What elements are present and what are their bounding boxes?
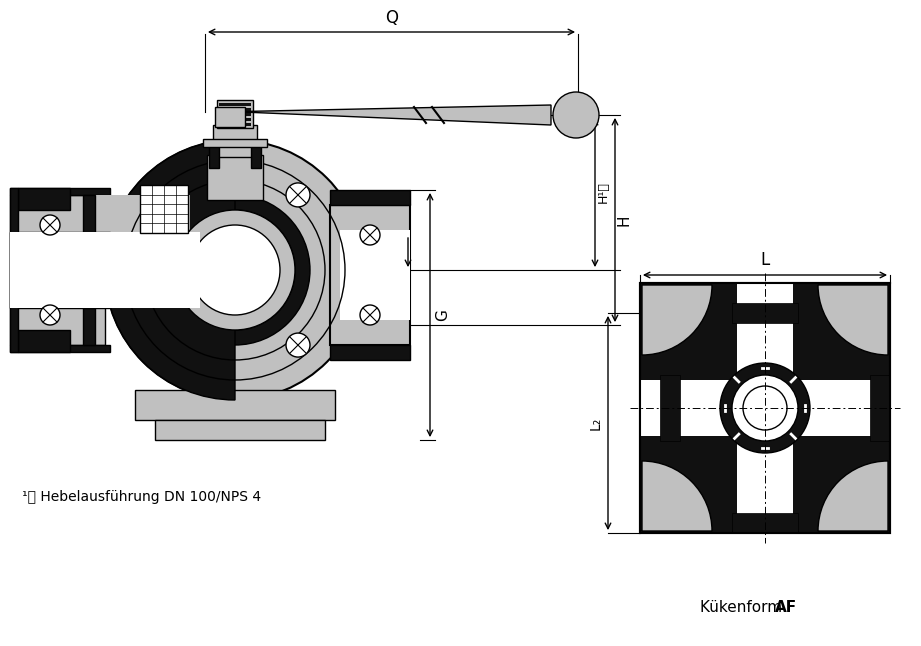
Circle shape bbox=[175, 210, 295, 330]
Text: AF: AF bbox=[775, 600, 797, 615]
Bar bbox=[83, 195, 95, 232]
Bar bbox=[737, 283, 793, 533]
Bar bbox=[219, 123, 251, 126]
Circle shape bbox=[720, 363, 810, 453]
Bar bbox=[219, 113, 251, 116]
Circle shape bbox=[360, 225, 380, 245]
Circle shape bbox=[175, 210, 295, 330]
Bar bbox=[732, 513, 798, 533]
Bar bbox=[10, 195, 105, 345]
Wedge shape bbox=[818, 461, 888, 531]
Bar bbox=[18, 188, 70, 210]
Circle shape bbox=[553, 92, 599, 138]
Bar bbox=[18, 330, 70, 352]
Circle shape bbox=[190, 225, 280, 315]
Bar bbox=[660, 375, 680, 441]
Text: Kükenform: Kükenform bbox=[700, 600, 787, 615]
Bar bbox=[209, 143, 219, 168]
Text: L₂: L₂ bbox=[589, 417, 603, 430]
Bar bbox=[732, 303, 798, 323]
Bar bbox=[737, 283, 793, 533]
Circle shape bbox=[732, 375, 798, 441]
Bar bbox=[155, 420, 325, 440]
Bar bbox=[10, 345, 110, 352]
Bar bbox=[640, 380, 890, 436]
Bar bbox=[330, 345, 410, 360]
Bar bbox=[219, 108, 251, 111]
Bar bbox=[207, 155, 263, 200]
Circle shape bbox=[286, 333, 310, 357]
Bar bbox=[330, 205, 410, 345]
Text: H: H bbox=[617, 214, 632, 225]
Text: L: L bbox=[761, 251, 770, 269]
Bar bbox=[215, 107, 245, 127]
Wedge shape bbox=[642, 285, 712, 355]
Circle shape bbox=[360, 305, 380, 325]
Text: Q: Q bbox=[385, 9, 398, 27]
Bar bbox=[219, 103, 251, 106]
Bar bbox=[217, 100, 253, 128]
Bar bbox=[140, 185, 188, 233]
Bar bbox=[330, 190, 410, 205]
Bar bbox=[870, 375, 890, 441]
Text: G: G bbox=[435, 309, 450, 321]
Bar bbox=[10, 232, 110, 308]
Circle shape bbox=[40, 215, 60, 235]
Bar bbox=[340, 230, 410, 320]
Bar bbox=[10, 188, 110, 195]
Circle shape bbox=[743, 386, 787, 430]
Bar bbox=[640, 283, 890, 533]
Circle shape bbox=[286, 183, 310, 207]
Polygon shape bbox=[218, 105, 551, 125]
Bar bbox=[83, 308, 95, 345]
Bar bbox=[640, 283, 890, 533]
Bar bbox=[213, 125, 257, 157]
Bar bbox=[10, 232, 200, 308]
Bar bbox=[219, 118, 251, 121]
Circle shape bbox=[105, 140, 365, 400]
Circle shape bbox=[190, 225, 280, 315]
Bar bbox=[135, 390, 335, 420]
Bar bbox=[640, 380, 890, 436]
Circle shape bbox=[160, 195, 310, 345]
Bar bbox=[251, 143, 261, 168]
Text: H¹⧯: H¹⧯ bbox=[597, 182, 610, 203]
Text: ¹⧯ Hebelausführung DN 100/NPS 4: ¹⧯ Hebelausführung DN 100/NPS 4 bbox=[22, 490, 262, 504]
Bar bbox=[95, 195, 190, 232]
Wedge shape bbox=[105, 140, 235, 400]
Wedge shape bbox=[642, 461, 712, 531]
Bar bbox=[203, 139, 267, 147]
Circle shape bbox=[40, 305, 60, 325]
Wedge shape bbox=[818, 285, 888, 355]
Bar bbox=[10, 188, 18, 352]
